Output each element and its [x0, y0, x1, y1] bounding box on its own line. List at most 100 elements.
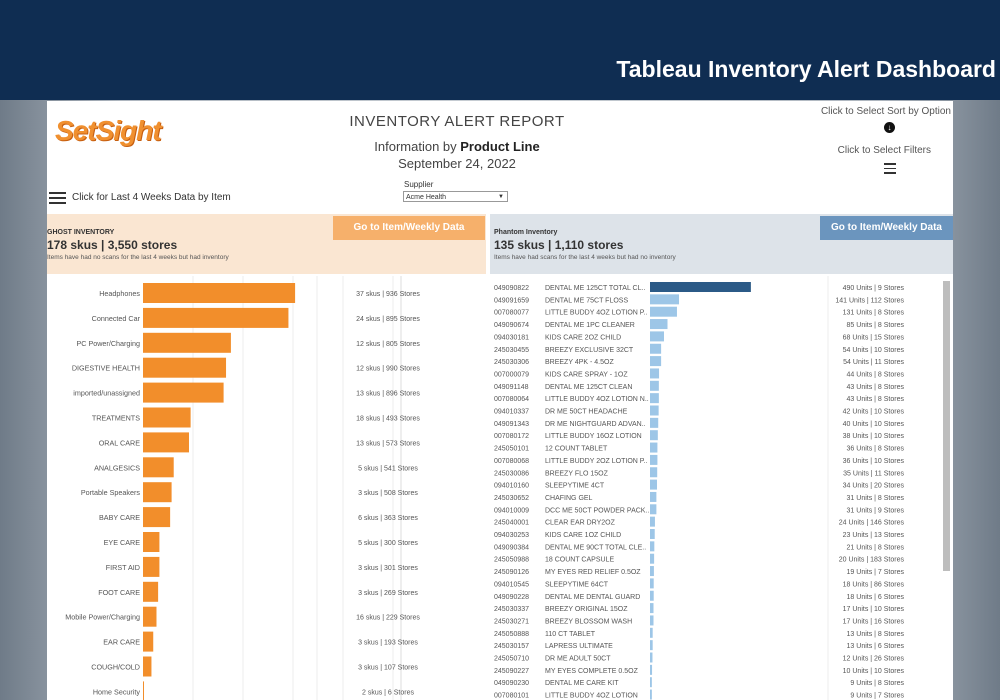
- value-label: 17 Units | 16 Stores: [843, 618, 905, 625]
- value-label: 85 Units | 8 Stores: [847, 322, 905, 329]
- value-label: 3 skus | 193 Stores: [358, 640, 418, 647]
- category-label: EYE CARE: [104, 538, 141, 547]
- bar: [650, 664, 653, 675]
- value-label: 12 skus | 990 Stores: [356, 366, 420, 373]
- bar: [143, 432, 189, 453]
- bar: [650, 541, 655, 552]
- ghost-goto-button[interactable]: Go to Item/Weekly Data: [333, 216, 485, 240]
- bar: [650, 553, 655, 564]
- item-code: 049090228: [494, 594, 529, 601]
- item-code: 245030337: [494, 606, 529, 613]
- item-code: 245030271: [494, 618, 529, 625]
- bar: [650, 640, 653, 651]
- value-label: 35 Units | 11 Stores: [843, 470, 904, 477]
- item-name: DENTAL ME 125CT CLEAN: [545, 384, 632, 391]
- filter-label[interactable]: Click to Select Filters: [837, 145, 931, 156]
- category-label: BABY CARE: [99, 513, 140, 522]
- value-label: 490 Units | 9 Stores: [843, 285, 905, 292]
- phantom-summary: 135 skus | 1,110 stores: [494, 238, 624, 252]
- hamburger-menu-icon[interactable]: [49, 192, 66, 207]
- item-name: DENTAL ME 125CT TOTAL CL..: [545, 285, 645, 292]
- item-name: BREEZY BLOSSOM WASH: [545, 618, 632, 625]
- bar: [143, 556, 160, 577]
- category-label: DIGESTIVE HEALTH: [72, 364, 140, 373]
- bar: [650, 306, 677, 317]
- item-name: BREEZY EXCLUSIVE 32CT: [545, 347, 634, 354]
- value-label: 38 Units | 10 Stores: [843, 433, 905, 440]
- bar: [650, 282, 751, 292]
- item-code: 245050988: [494, 557, 529, 564]
- category-label: EAR CARE: [103, 638, 140, 647]
- ghost-note: Items have had no scans for the last 4 w…: [47, 254, 229, 261]
- bar: [650, 529, 655, 539]
- item-code: 245090227: [494, 668, 529, 675]
- bar: [143, 606, 157, 627]
- ghost-summary: 178 skus | 3,550 stores: [47, 238, 178, 252]
- item-code: 245090126: [494, 569, 529, 576]
- item-code: 007000079: [494, 371, 529, 378]
- item-name: SLEEPYTIME 4CT: [545, 483, 605, 490]
- item-name: LITTLE BUDDY 4OZ LOTION N..: [545, 396, 649, 403]
- value-label: 5 skus | 300 Stores: [358, 540, 418, 547]
- supplier-label: Supplier: [404, 180, 434, 189]
- phantom-scrollbar[interactable]: [943, 281, 950, 571]
- value-label: 54 Units | 11 Stores: [843, 359, 904, 366]
- value-label: 2 skus | 6 Stores: [362, 689, 415, 696]
- item-code: 049090674: [494, 322, 529, 329]
- value-label: 42 Units | 10 Stores: [843, 409, 905, 416]
- value-label: 18 Units | 6 Stores: [847, 594, 905, 601]
- bar: [143, 507, 171, 528]
- value-label: 3 skus | 107 Stores: [358, 665, 418, 672]
- arrow-down-circle-icon[interactable]: ↓: [884, 122, 895, 133]
- ghost-inventory-header: GHOST INVENTORY 178 skus | 3,550 stores …: [47, 214, 486, 274]
- bar: [650, 331, 664, 342]
- category-label: Portable Speakers: [81, 488, 141, 497]
- value-label: 6 skus | 363 Stores: [358, 515, 418, 522]
- value-label: 36 Units | 10 Stores: [843, 458, 905, 465]
- item-code: 245050101: [494, 446, 529, 453]
- category-label: TREATMENTS: [92, 414, 140, 423]
- item-name: KIDS CARE 1OZ CHILD: [545, 532, 621, 539]
- item-name: BREEZY FLO 15OZ: [545, 470, 609, 477]
- bar: [650, 467, 658, 478]
- bar: [650, 677, 652, 688]
- bar: [143, 656, 152, 677]
- value-label: 20 Units | 183 Stores: [839, 557, 905, 564]
- value-label: 13 skus | 896 Stores: [356, 391, 420, 398]
- bar: [650, 442, 658, 453]
- value-label: 131 Units | 8 Stores: [843, 310, 905, 317]
- phantom-goto-button[interactable]: Go to Item/Weekly Data: [820, 216, 953, 240]
- value-label: 54 Units | 10 Stores: [843, 347, 905, 354]
- category-label: FIRST AID: [106, 563, 140, 572]
- item-code: 049091148: [494, 384, 529, 391]
- bar: [650, 343, 662, 354]
- item-name: DR ME ADULT 50CT: [545, 656, 611, 663]
- item-name: DCC ME 50CT POWDER PACK..: [545, 507, 649, 514]
- item-code: 049090384: [494, 544, 529, 551]
- value-label: 5 skus | 541 Stores: [358, 465, 418, 472]
- value-label: 18 Units | 86 Stores: [843, 581, 905, 588]
- value-label: 24 skus | 895 Stores: [356, 316, 420, 323]
- sort-option-label[interactable]: Click to Select Sort by Option: [820, 106, 951, 117]
- value-label: 17 Units | 10 Stores: [843, 606, 905, 613]
- item-name: KIDS CARE SPRAY - 1OZ: [545, 371, 628, 378]
- last-4-weeks-link[interactable]: Click for Last 4 Weeks Data by Item: [72, 192, 231, 203]
- value-label: 31 Units | 8 Stores: [847, 495, 905, 502]
- bar: [650, 454, 658, 465]
- bar: [650, 393, 659, 404]
- supplier-dropdown[interactable]: Acme Health ▼: [403, 191, 508, 202]
- value-label: 141 Units | 112 Stores: [835, 297, 904, 304]
- item-code: 007080064: [494, 396, 529, 403]
- ghost-tag: GHOST INVENTORY: [47, 229, 115, 236]
- value-label: 3 skus | 269 Stores: [358, 590, 418, 597]
- bar: [143, 332, 231, 353]
- bar: [143, 407, 191, 428]
- item-code: 007080172: [494, 433, 529, 440]
- chevron-down-icon[interactable]: ▼: [498, 194, 504, 200]
- filter-menu-icon[interactable]: [884, 163, 896, 177]
- bar: [143, 581, 159, 602]
- item-code: 245030455: [494, 347, 529, 354]
- bar: [650, 504, 657, 515]
- item-code: 245030086: [494, 470, 529, 477]
- item-code: 094030253: [494, 532, 529, 539]
